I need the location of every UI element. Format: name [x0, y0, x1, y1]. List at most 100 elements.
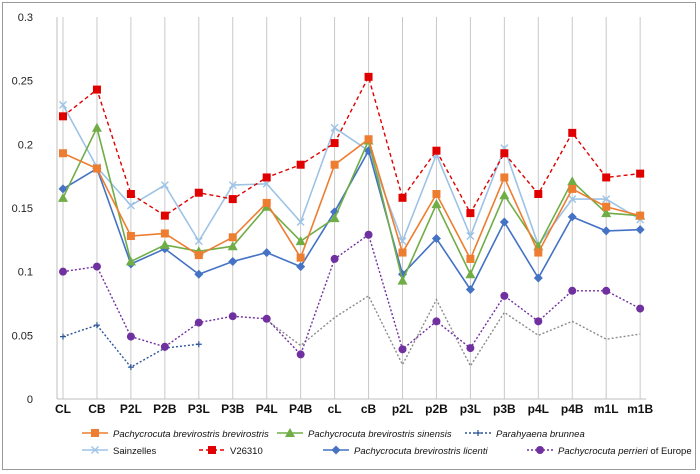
y-tick-label: 0.15 — [12, 203, 33, 215]
data-point-m1b — [636, 304, 645, 313]
x-tick-label-cl: cL — [328, 402, 342, 416]
legend-label-name: Sainzelles — [113, 446, 157, 457]
data-point-m1l — [602, 173, 611, 182]
data-point-p4l — [262, 198, 271, 207]
data-point-p3b — [500, 173, 509, 182]
legend-swatch-marker — [91, 446, 99, 454]
data-point-p3l — [465, 269, 476, 279]
x-tick-label-p4l: P4L — [256, 402, 278, 416]
data-point-p2l — [126, 232, 135, 241]
data-point-cb — [364, 135, 373, 144]
legend-swatch-marker — [91, 429, 99, 437]
data-point-cl — [59, 149, 67, 158]
legend-label-name: Pachycrocuta brevirostris brevirostris — [113, 429, 269, 440]
data-point-p4b — [567, 212, 577, 222]
data-point-cl — [60, 333, 66, 340]
legend-label-name: Parahyaena brunnea — [496, 429, 585, 440]
data-point-cl — [58, 192, 68, 202]
legend-label: V26310 — [230, 446, 263, 457]
x-tick-label-p2b: P2B — [153, 402, 177, 416]
x-tick-label-p4l: p4L — [528, 402, 549, 416]
data-point-cl — [330, 254, 339, 263]
data-point-m1l — [602, 195, 611, 204]
x-tick-label-p2b: p2B — [425, 402, 448, 416]
series-layer — [58, 72, 646, 371]
data-point-p4b — [568, 286, 577, 295]
data-point-p4l — [534, 317, 543, 326]
x-tick-label-p3l: P3L — [188, 402, 210, 416]
x-tick-label-m1l: m1L — [594, 402, 619, 416]
data-point-p2l — [398, 345, 407, 354]
legend-label: Pachycrocuta brevirostris brevirostris — [113, 429, 269, 440]
gridlines — [62, 17, 641, 399]
data-point-p4l — [262, 173, 271, 182]
data-point-cb — [93, 322, 100, 329]
data-point-p3b — [500, 149, 509, 158]
data-point-p2l — [127, 364, 134, 371]
data-point-cl — [59, 112, 67, 121]
data-point-p3l — [195, 341, 202, 348]
series-line — [266, 294, 641, 368]
series-line — [62, 74, 641, 217]
data-point-p2b — [432, 317, 441, 326]
legend-item-pachycrocuta-brevirostris-brevirostris: Pachycrocuta brevirostris brevirostris — [82, 429, 269, 440]
data-point-p3l — [465, 284, 475, 294]
data-point-p2b — [160, 181, 169, 190]
data-point-p3l — [194, 318, 203, 327]
axes: 0 0.05 0.1 0.15 0.2 0.25 0.3 CL CB P2L P2B P3L P3B P4… — [12, 12, 654, 416]
data-point-cl — [59, 267, 67, 276]
data-point-p3b — [228, 256, 238, 266]
legend-label: Pachycrocuta brevirostris licenti — [354, 446, 488, 457]
data-point-p2l — [125, 256, 136, 266]
data-point-p2l — [397, 275, 408, 285]
legend-label-suffix: of Europe — [648, 446, 692, 457]
data-point-p2l — [126, 201, 135, 210]
data-point-p4b — [296, 253, 305, 262]
data-point-p3b — [499, 217, 509, 227]
series-pachycrocuta-brevirostris-brevirostris — [59, 135, 645, 263]
data-point-m1l — [602, 286, 611, 295]
data-point-p3l — [194, 269, 204, 279]
data-point-p2l — [126, 189, 135, 198]
data-point-cb — [364, 72, 373, 81]
data-point-p4b — [296, 160, 305, 169]
data-point-m1l — [601, 208, 612, 218]
data-point-m1b — [635, 225, 645, 235]
data-point-p4b — [568, 184, 577, 193]
legend-label-name: Pachycrocuta perrieri — [558, 446, 649, 457]
data-point-cl — [59, 100, 67, 109]
data-point-p3l — [194, 251, 203, 260]
data-point-p4b — [568, 195, 577, 204]
data-point-p4l — [534, 189, 543, 198]
data-point-p3b — [228, 312, 237, 321]
data-point-m1l — [602, 202, 611, 211]
y-tick-label: 0.3 — [18, 12, 33, 24]
data-point-p2b — [160, 342, 169, 351]
data-point-m1b — [636, 169, 645, 178]
data-point-cl — [330, 160, 339, 169]
data-point-p4l — [533, 273, 543, 283]
legend-item-pachycrocuta-perrieri: Pachycrocuta perrieri of Europe — [527, 446, 692, 457]
chart-frame — [2, 2, 696, 470]
legend-swatch-marker — [331, 445, 341, 455]
legend-label: Parahyaena brunnea — [496, 429, 585, 440]
data-point-p2l — [126, 332, 135, 341]
data-point-cb — [92, 164, 101, 173]
legend-swatch-marker — [208, 446, 216, 454]
legend-label-name: Pachycrocuta brevirostris licenti — [354, 446, 488, 457]
x-tick-label-p2l: P2L — [120, 402, 142, 416]
data-point-cl — [58, 184, 68, 194]
series-unlabeled-dotted — [266, 294, 641, 368]
x-tick-label-cl: CL — [55, 402, 71, 416]
data-point-p2b — [431, 199, 442, 209]
data-point-cl — [330, 139, 339, 148]
x-tick-label-cb: cB — [361, 402, 377, 416]
legend-label: Pachycrocuta brevirostris sinensis — [308, 429, 452, 440]
x-tick-label-p3l: p3L — [460, 402, 481, 416]
y-tick-label: 0.05 — [12, 330, 33, 342]
data-point-p2b — [159, 239, 170, 249]
x-tick-label-p4b: P4B — [289, 402, 313, 416]
data-point-m1b — [636, 211, 645, 220]
series-line — [62, 137, 641, 261]
